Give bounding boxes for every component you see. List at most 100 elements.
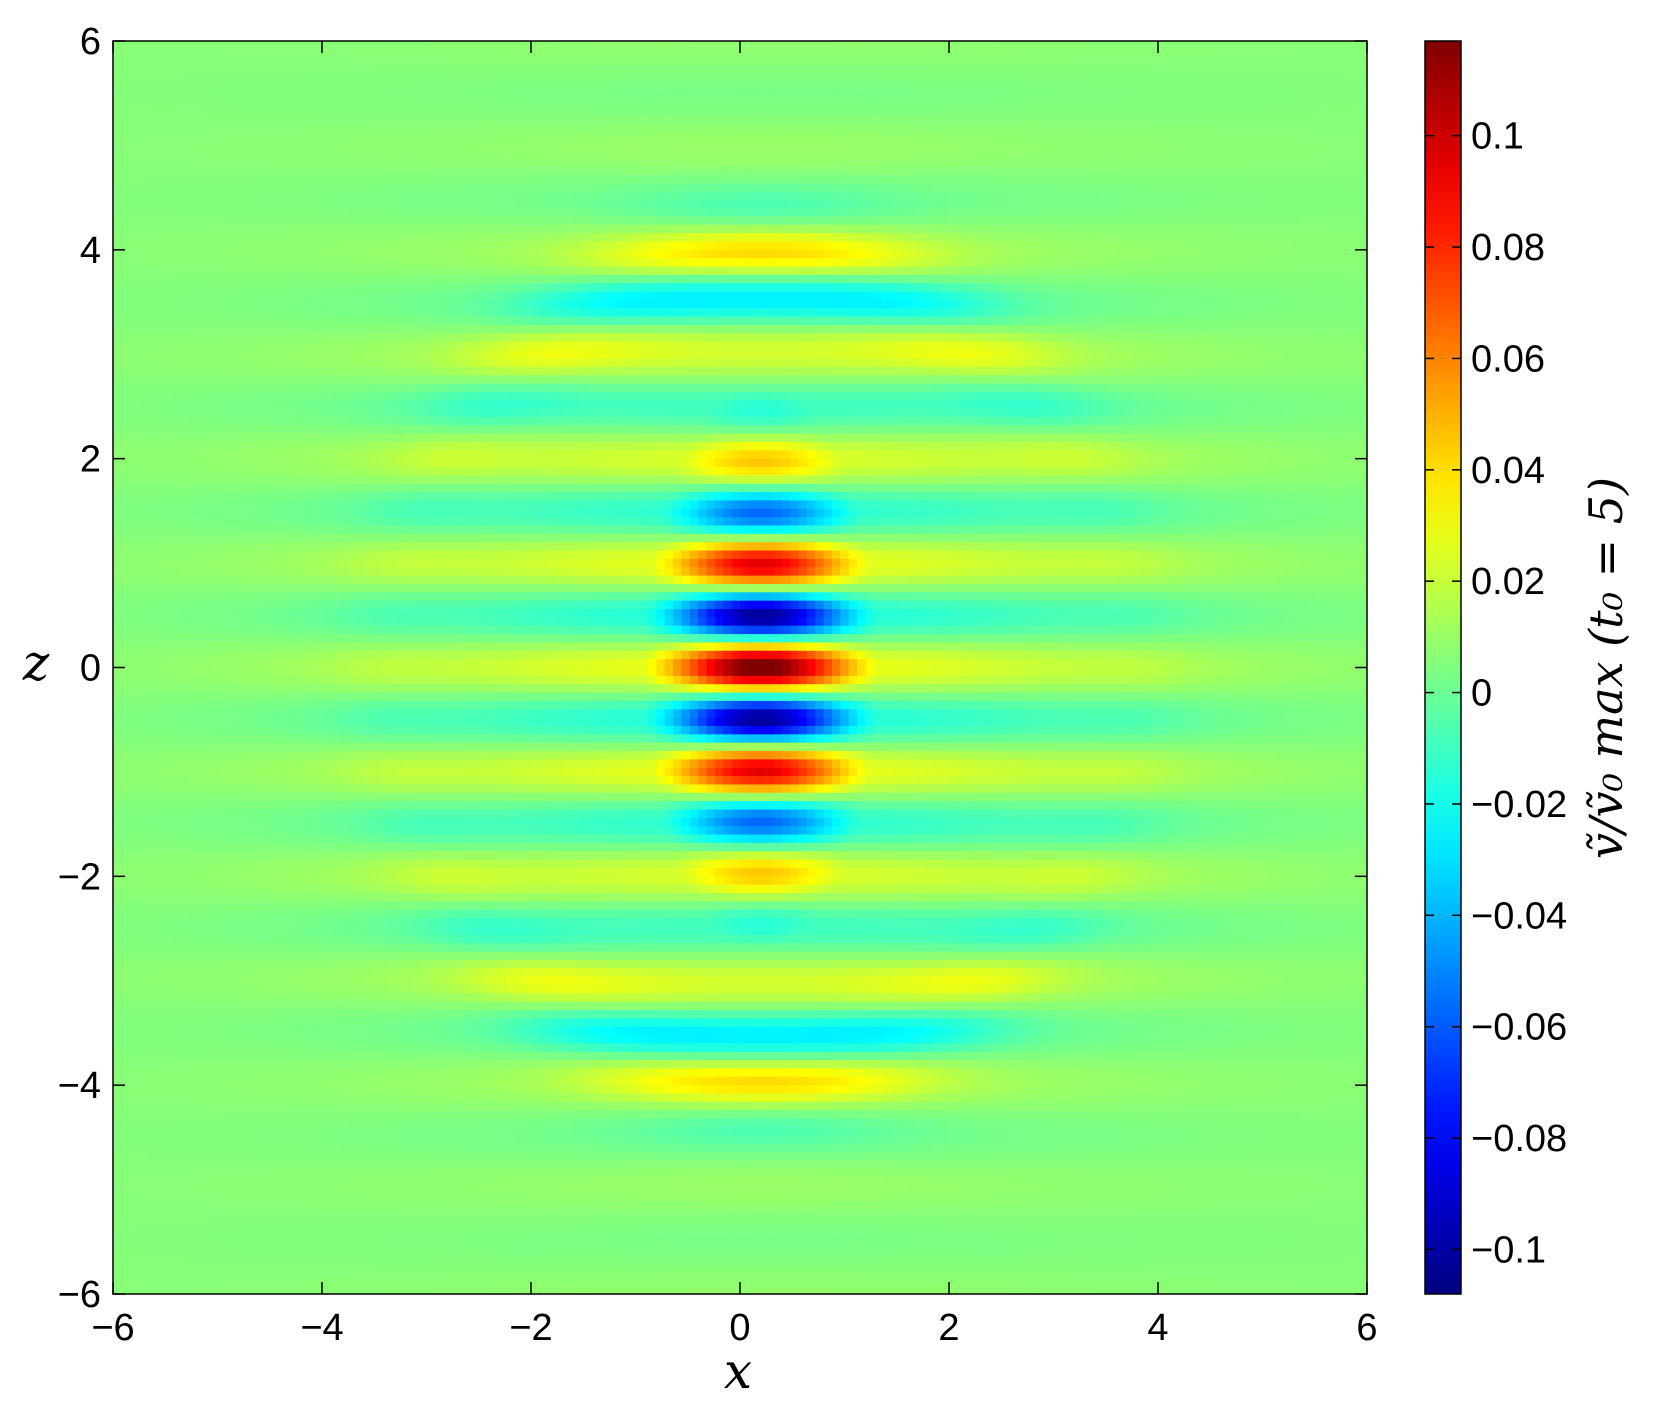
heatmap-cell: [857, 241, 866, 251]
heatmap-cell: [171, 266, 181, 276]
heatmap-cell: [413, 249, 423, 259]
heatmap-cell: [706, 41, 716, 50]
heatmap-cell: [472, 41, 482, 50]
heatmap-cell: [823, 82, 833, 92]
heatmap-cell: [1024, 216, 1034, 226]
heatmap-cell: [422, 166, 432, 176]
heatmap-cell: [405, 258, 415, 268]
heatmap-cell: [597, 183, 607, 192]
heatmap-cell: [773, 107, 783, 117]
heatmap-cell: [689, 266, 699, 276]
heatmap-cell: [146, 74, 156, 84]
heatmap-cell: [915, 233, 925, 243]
heatmap-cell: [1241, 116, 1251, 126]
heatmap-cell: [138, 216, 148, 226]
heatmap-cell: [221, 41, 231, 50]
heatmap-cell: [188, 291, 198, 301]
heatmap-cell: [1174, 91, 1184, 101]
heatmap-cell: [1007, 157, 1017, 167]
heatmap-cell: [464, 191, 474, 201]
heatmap-cell: [597, 91, 607, 101]
heatmap-cell: [480, 149, 490, 159]
heatmap-cell: [288, 149, 298, 159]
heatmap-cell: [1082, 266, 1092, 276]
heatmap-cell: [1066, 291, 1075, 301]
heatmap-cell: [1325, 249, 1335, 259]
heatmap-cell: [514, 82, 524, 92]
heatmap-cell: [1149, 82, 1159, 92]
heatmap-cell: [1199, 57, 1209, 67]
heatmap-cell: [974, 291, 984, 301]
heatmap-cell: [798, 49, 808, 59]
heatmap-cell: [1049, 57, 1059, 67]
heatmap-cell: [1249, 208, 1259, 218]
heatmap-cell: [940, 308, 950, 318]
heatmap-cell: [756, 233, 766, 243]
heatmap-cell: [280, 174, 290, 184]
heatmap-cell: [664, 149, 674, 159]
heatmap-cell: [1091, 124, 1101, 134]
heatmap-cell: [631, 174, 641, 184]
heatmap-cell: [213, 116, 223, 126]
heatmap-cell: [1308, 99, 1318, 109]
heatmap-cell: [347, 241, 357, 251]
heatmap-cell: [1024, 124, 1034, 134]
heatmap-cell: [1099, 141, 1109, 151]
heatmap-cell: [313, 49, 323, 59]
heatmap-cell: [464, 157, 474, 167]
heatmap-cell: [923, 208, 933, 218]
heatmap-cell: [313, 57, 323, 67]
heatmap-cell: [597, 82, 607, 92]
heatmap-cell: [255, 116, 265, 126]
heatmap-cell: [1082, 116, 1092, 126]
heatmap-cell: [1124, 149, 1134, 159]
heatmap-cell: [714, 224, 724, 234]
heatmap-cell: [129, 299, 139, 309]
heatmap-cell: [898, 249, 908, 259]
heatmap-cell: [882, 249, 892, 259]
heatmap-cell: [597, 66, 607, 76]
heatmap-cell: [1099, 166, 1109, 176]
heatmap-cell: [1116, 266, 1126, 276]
heatmap-cell: [1124, 233, 1134, 243]
heatmap-cell: [589, 208, 599, 218]
heatmap-cell: [380, 74, 390, 84]
heatmap-cell: [974, 299, 984, 309]
heatmap-cell: [765, 249, 775, 259]
heatmap-cell: [1107, 66, 1117, 76]
heatmap-cell: [430, 149, 440, 159]
heatmap-cell: [840, 274, 850, 284]
heatmap-cell: [1183, 266, 1193, 276]
heatmap-cell: [1249, 157, 1259, 167]
heatmap-cell: [464, 57, 474, 67]
heatmap-cell: [296, 224, 306, 234]
heatmap-cell: [865, 157, 875, 167]
heatmap-cell: [305, 316, 315, 326]
heatmap-cell: [1091, 283, 1101, 293]
heatmap-cell: [1216, 174, 1226, 184]
heatmap-cell: [689, 124, 699, 134]
heatmap-cell: [614, 116, 624, 126]
heatmap-cell: [347, 166, 357, 176]
heatmap-cell: [949, 274, 958, 284]
heatmap-cell: [489, 41, 499, 50]
heatmap-cell: [1341, 224, 1351, 234]
heatmap-cell: [622, 208, 632, 218]
heatmap-cell: [1040, 116, 1050, 126]
heatmap-cell: [1107, 74, 1117, 84]
heatmap-cell: [296, 274, 306, 284]
heatmap-cell: [347, 316, 357, 326]
heatmap-cell: [1166, 149, 1176, 159]
heatmap-cell: [923, 99, 933, 109]
heatmap-cell: [865, 116, 875, 126]
heatmap-cell: [1158, 249, 1167, 259]
heatmap-cell: [556, 291, 566, 301]
heatmap-cell: [138, 308, 148, 318]
heatmap-cell: [514, 241, 524, 251]
heatmap-cell: [974, 141, 984, 151]
heatmap-cell: [698, 216, 708, 226]
heatmap-cell: [1015, 149, 1025, 159]
heatmap-cell: [1116, 149, 1126, 159]
heatmap-cell: [472, 132, 482, 142]
heatmap-cell: [681, 224, 691, 234]
